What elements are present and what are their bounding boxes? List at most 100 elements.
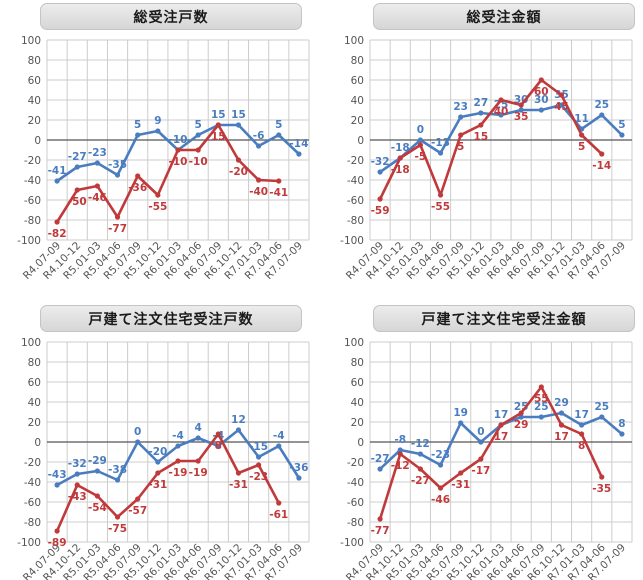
y-tick-label: -40 [24,175,41,187]
data-point-blue [135,132,141,138]
y-tick-label: 0 [357,437,364,449]
y-tick-label: 0 [34,135,41,147]
data-point-blue [619,132,625,138]
data-point-red [558,92,565,98]
data-label-blue: -29 [88,455,107,467]
data-point-red [397,451,403,457]
data-label-blue: -27 [68,151,87,163]
data-point-blue [458,420,464,426]
data-point-red [155,192,161,198]
data-label-red: -10 [169,156,188,168]
data-point-red [458,470,464,476]
chart-title: 戸建て注文住宅受注戸数 [40,305,302,332]
data-point-blue [296,151,302,157]
data-label-blue: 5 [275,119,282,131]
y-tick-label: 20 [28,417,41,429]
data-point-blue [599,414,605,420]
data-point-blue [155,459,161,465]
data-point-blue [175,443,181,449]
data-label-red: 35 [514,111,529,123]
data-label-blue: -20 [148,446,167,458]
data-label-red: 15 [474,131,489,143]
data-label-blue: -43 [48,469,67,481]
data-label-blue: 9 [154,115,161,127]
data-label-blue: -10 [169,134,188,146]
data-label-blue: 17 [494,409,509,421]
data-point-blue [54,482,60,488]
data-point-blue [417,137,423,143]
data-label-red: -31 [451,479,470,491]
data-label-blue: -36 [289,462,308,474]
y-tick-label: 0 [34,437,41,449]
data-label-blue: 5 [134,119,141,131]
data-point-red [135,173,141,179]
data-label-red: -14 [592,160,611,172]
y-tick-label: 60 [351,377,364,389]
data-point-blue [74,164,80,170]
data-label-blue: 19 [453,407,468,419]
data-label-red: 60 [534,86,549,98]
data-label-blue: -32 [68,458,87,470]
data-point-blue [155,128,161,134]
data-point-red [417,466,423,472]
data-point-red [54,528,60,534]
data-label-red: -50 [68,196,87,208]
data-label-red: -27 [411,475,430,487]
data-point-red [276,500,282,506]
data-point-red [54,219,60,225]
y-tick-label: -100 [340,537,364,549]
data-label-blue: 5 [618,119,625,131]
data-label-blue: 15 [211,109,226,121]
chart-custom-house-units: 100806040200-20-40-60-80-100R4.07-09R4.1… [17,337,310,580]
y-tick-label: 80 [28,55,41,67]
data-label-blue: -4 [172,430,184,442]
data-point-blue [619,431,625,437]
data-point-red [94,183,100,189]
data-point-red [135,496,141,502]
data-label-blue: -35 [108,159,127,171]
data-label-red: -40 [249,186,268,198]
data-label-red: -35 [592,483,611,495]
y-tick-label: -100 [340,235,364,247]
data-label-blue: 8 [618,418,625,430]
y-tick-label: 80 [28,357,41,369]
data-label-red: -31 [229,479,248,491]
y-tick-label: 100 [344,35,364,47]
series-line-red [378,385,603,520]
data-label-red: -19 [169,467,188,479]
data-point-red [195,458,201,464]
y-tick-label: 20 [28,115,41,127]
data-label-blue: 25 [594,99,609,111]
data-point-blue [215,443,221,449]
data-point-blue [296,475,302,481]
data-point-blue [54,178,60,184]
chart-total-units: 100806040200-20-40-60-80-100R4.07-09R4.1… [17,35,310,282]
y-tick-label: 0 [357,135,364,147]
data-point-red [518,102,524,108]
y-tick-label: 80 [351,357,364,369]
series-line-red [378,78,603,200]
data-label-blue: 4 [194,422,201,434]
data-point-blue [518,414,524,420]
data-point-blue [599,112,605,118]
data-point-blue [478,439,484,445]
data-point-red [94,493,100,499]
data-label-blue: 0 [134,426,141,438]
data-label-red: -55 [148,201,167,213]
y-tick-label: 20 [351,115,364,127]
data-label-blue: -27 [371,453,390,465]
data-point-red [478,456,484,462]
data-label-blue: -15 [249,441,268,453]
data-point-blue [74,471,80,477]
data-label-red: -46 [88,192,107,204]
data-point-red [437,192,444,198]
chart-title: 総受注戸数 [40,3,302,30]
data-label-blue: 17 [574,409,589,421]
data-label-blue: -14 [289,138,308,150]
data-point-red [276,178,282,184]
data-point-blue [135,439,141,445]
data-label-blue: 0 [477,426,484,438]
data-point-blue [114,172,121,178]
y-tick-label: -60 [24,497,41,509]
data-point-blue [276,443,282,449]
